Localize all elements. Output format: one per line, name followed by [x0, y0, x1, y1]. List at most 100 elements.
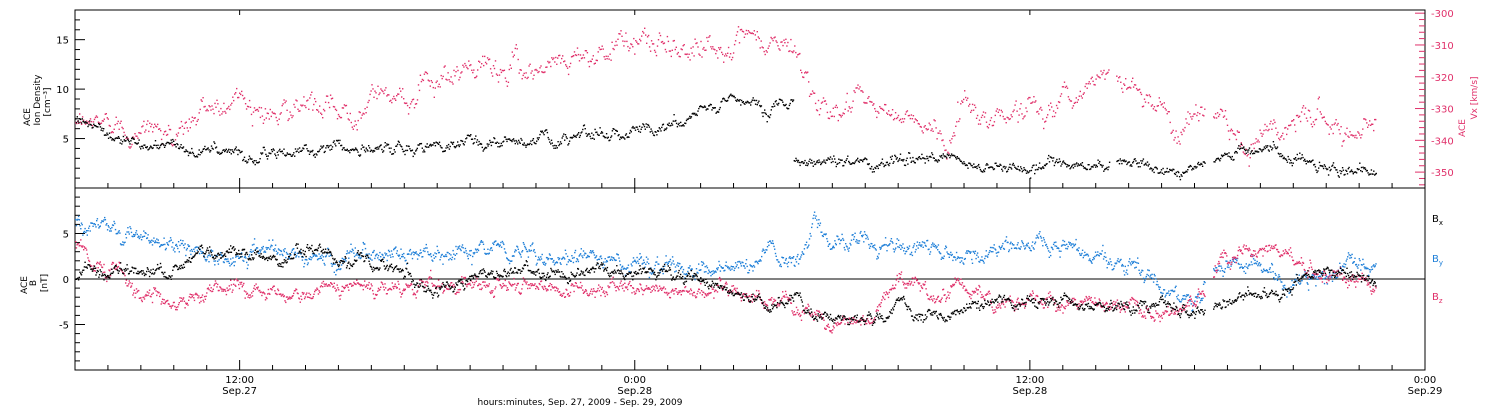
data-point — [424, 151, 426, 153]
data-point — [263, 146, 265, 149]
data-point — [436, 142, 438, 144]
data-point — [546, 131, 549, 134]
data-point — [1324, 277, 1326, 279]
data-point — [233, 264, 235, 267]
data-point — [1238, 131, 1240, 133]
data-point — [1082, 165, 1084, 168]
data-point — [1343, 139, 1345, 142]
data-point — [173, 301, 175, 304]
data-point — [563, 60, 565, 63]
data-point — [1294, 130, 1297, 133]
data-point — [1204, 281, 1206, 284]
data-point — [275, 157, 278, 159]
data-point — [152, 131, 154, 133]
data-point — [582, 54, 585, 56]
data-point — [1045, 120, 1047, 122]
data-point — [1258, 141, 1260, 143]
data-point — [1263, 129, 1265, 132]
data-point — [1256, 141, 1258, 143]
data-point — [1063, 240, 1066, 243]
data-point — [984, 255, 987, 257]
data-point — [907, 163, 909, 165]
data-point — [1344, 132, 1346, 134]
data-point — [405, 259, 407, 262]
data-point — [1132, 86, 1135, 88]
data-point — [577, 260, 580, 263]
data-point — [476, 251, 478, 253]
data-point — [863, 241, 865, 243]
data-point — [384, 252, 386, 254]
data-point — [1348, 254, 1350, 256]
data-point — [385, 253, 388, 255]
data-point — [681, 48, 683, 51]
data-point — [1051, 115, 1054, 118]
data-point — [151, 147, 153, 150]
data-point — [991, 246, 993, 249]
data-point — [1160, 291, 1162, 294]
data-point — [184, 122, 186, 124]
data-point — [1267, 149, 1270, 151]
data-point — [1117, 258, 1119, 260]
data-point — [284, 155, 287, 157]
data-point — [873, 103, 875, 105]
data-point — [124, 274, 126, 277]
data-point — [1293, 119, 1295, 121]
data-point — [624, 40, 626, 43]
data-point — [156, 291, 159, 293]
data-point — [1373, 170, 1375, 172]
data-point — [85, 122, 88, 124]
data-point — [802, 162, 805, 165]
data-point — [1355, 172, 1358, 174]
data-point — [614, 133, 616, 135]
data-point — [603, 261, 605, 263]
data-point — [1030, 250, 1032, 252]
data-point — [868, 243, 870, 246]
data-point — [535, 264, 538, 266]
data-point — [470, 64, 472, 66]
data-point — [323, 151, 325, 154]
data-point — [327, 247, 329, 250]
data-point — [549, 61, 551, 63]
data-point — [112, 138, 114, 140]
data-point — [1153, 273, 1155, 276]
data-point — [511, 51, 513, 53]
data-point — [870, 101, 872, 103]
data-point — [538, 70, 540, 73]
data-point — [919, 157, 921, 160]
data-point — [1239, 145, 1241, 147]
data-point — [1147, 274, 1150, 277]
data-point — [266, 248, 268, 250]
data-point — [1055, 241, 1057, 243]
data-point — [914, 118, 916, 120]
data-point — [1326, 123, 1328, 126]
data-point — [121, 244, 123, 246]
data-point — [943, 255, 945, 257]
data-point — [1374, 173, 1377, 175]
data-point — [216, 254, 218, 257]
data-point — [938, 251, 940, 253]
data-point — [983, 262, 985, 264]
data-point — [93, 118, 96, 121]
data-point — [692, 46, 694, 48]
data-point — [895, 243, 898, 245]
data-point — [952, 154, 954, 157]
data-point — [706, 108, 708, 110]
data-point — [779, 263, 782, 266]
data-point — [735, 99, 737, 102]
data-point — [484, 147, 486, 150]
data-point — [808, 81, 810, 83]
data-point — [746, 100, 749, 103]
data-point — [999, 114, 1001, 117]
data-point — [1095, 164, 1098, 166]
data-point — [205, 260, 207, 262]
data-point — [584, 128, 586, 130]
data-point — [788, 50, 790, 53]
data-point — [161, 244, 164, 246]
data-point — [231, 149, 233, 151]
data-point — [274, 153, 276, 155]
data-point — [942, 153, 944, 155]
data-point — [492, 141, 494, 143]
data-point — [906, 110, 909, 112]
data-point — [1372, 173, 1374, 175]
data-point — [547, 60, 549, 63]
